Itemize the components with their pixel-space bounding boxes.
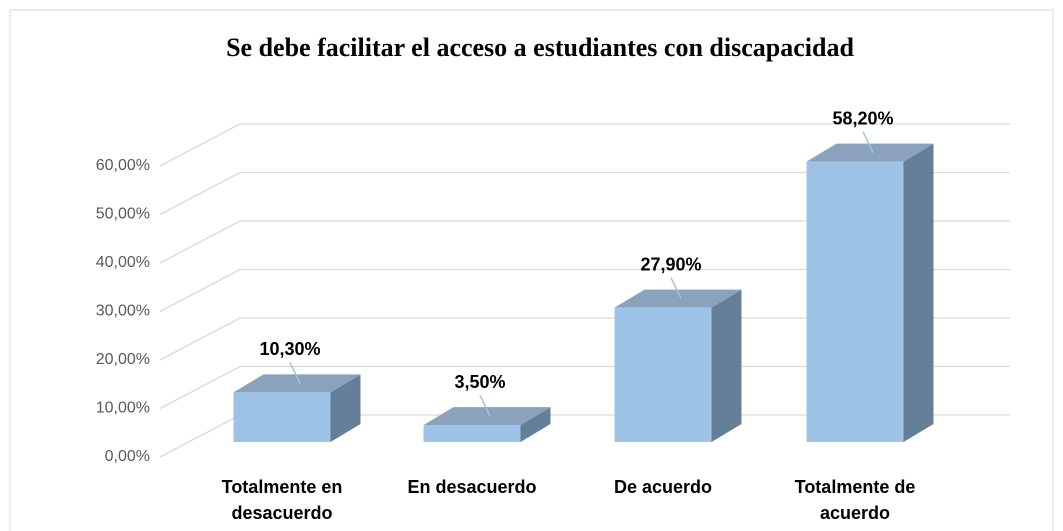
chart-title: Se debe facilitar el acceso a estudiante… <box>226 33 854 62</box>
grid-line <box>159 365 1010 410</box>
bar-side <box>520 407 551 442</box>
value-label: 10,30% <box>259 339 320 359</box>
grid-line <box>159 123 1010 167</box>
x-tick-label: En desacuerdo <box>407 477 537 497</box>
value-label: 58,20% <box>832 108 893 128</box>
bar-side <box>903 143 934 443</box>
bar-top <box>614 289 742 308</box>
bar <box>614 307 712 442</box>
y-tick-label: 20,00% <box>96 351 150 368</box>
x-tick-label: Totalmente de acuerdo <box>794 477 916 523</box>
bar <box>423 425 521 442</box>
grid-line <box>159 220 1010 264</box>
leader-line <box>289 362 301 384</box>
bar <box>233 392 331 442</box>
leader-line <box>862 131 874 153</box>
x-tick-label: Totalmente en desacuerdo <box>221 477 343 523</box>
bar-side <box>330 374 361 442</box>
y-tick-label: 60,00% <box>96 157 150 174</box>
bar-top <box>806 143 934 162</box>
grid-line <box>159 171 1010 216</box>
frame <box>9 9 1054 531</box>
value-label: 3,50% <box>454 372 505 392</box>
leader-line <box>670 277 682 299</box>
bar-side <box>711 289 742 442</box>
y-tick-label: 0,00% <box>105 448 150 465</box>
y-tick-label: 40,00% <box>96 254 150 271</box>
value-label: 27,90% <box>640 254 701 274</box>
bar-top <box>423 407 551 426</box>
grid-line <box>159 268 1010 313</box>
bar-top <box>233 374 361 393</box>
x-tick-label: De acuerdo <box>613 477 713 497</box>
y-tick-label: 10,00% <box>96 400 150 417</box>
y-tick-label: 50,00% <box>96 206 150 223</box>
y-tick-label: 30,00% <box>96 303 150 320</box>
grid-line <box>159 317 1010 361</box>
bar <box>806 161 904 443</box>
leader-line <box>479 394 491 417</box>
